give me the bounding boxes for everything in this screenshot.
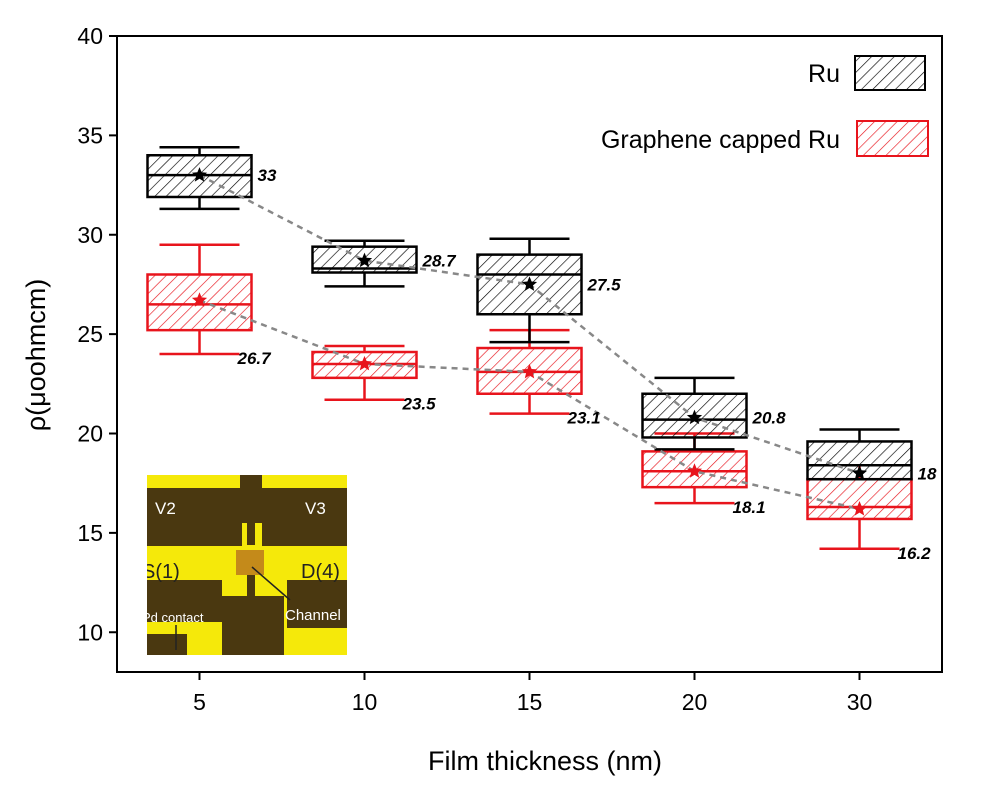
- x-tick-label: 30: [847, 689, 873, 715]
- mean-label: 23.5: [402, 395, 437, 414]
- y-tick-label: 20: [77, 421, 103, 447]
- svg-text:V2: V2: [155, 499, 176, 518]
- svg-text:Channel: Channel: [285, 607, 341, 624]
- y-tick-label: 35: [77, 122, 103, 148]
- box: [311, 344, 418, 401]
- mean-marker: [851, 465, 868, 480]
- mean-marker: [686, 463, 703, 478]
- mean-marker: [686, 409, 703, 425]
- mean-label: 18: [918, 464, 937, 483]
- box: [641, 376, 748, 451]
- inset-device-image: V2 V3 S(1) D(4) Pd contact Channel: [142, 475, 347, 655]
- mean-marker: [191, 167, 208, 182]
- mean-marker: [521, 363, 538, 379]
- y-tick-label: 10: [77, 619, 103, 645]
- svg-text:S(1): S(1): [142, 561, 180, 583]
- x-axis-label: Film thickness (nm): [428, 746, 662, 776]
- mean-label: 20.8: [752, 409, 787, 428]
- mean-marker: [521, 276, 538, 291]
- svg-text:D(4): D(4): [301, 561, 340, 583]
- mean-marker: [356, 355, 373, 371]
- mean-marker: [851, 501, 868, 516]
- legend-label-graphene: Graphene capped Ru: [601, 126, 840, 154]
- legend-label-ru: Ru: [808, 60, 840, 88]
- legend: Ru Graphene capped Ru: [601, 55, 929, 157]
- x-tick-label: 20: [682, 689, 708, 715]
- y-tick-label: 15: [77, 520, 103, 546]
- box-iqr: [806, 477, 913, 521]
- box: [476, 237, 583, 344]
- mean-label: 18.1: [733, 498, 766, 517]
- mean-marker: [191, 292, 208, 307]
- mean-label: 23.1: [567, 409, 601, 428]
- mean-label: 26.7: [237, 349, 273, 368]
- y-tick-label: 30: [77, 222, 103, 248]
- legend-swatch-graphene: [856, 120, 929, 157]
- mean-label: 16.2: [898, 544, 932, 563]
- mean-label: 28.7: [422, 252, 458, 271]
- mean-marker: [356, 252, 373, 268]
- y-tick-label: 40: [77, 23, 103, 49]
- x-tick-label: 10: [352, 689, 378, 715]
- x-tick-label: 15: [517, 689, 543, 715]
- box: [146, 243, 253, 356]
- y-tick-label: 25: [77, 321, 103, 347]
- legend-swatch-ru: [854, 55, 926, 91]
- x-tick-label: 5: [193, 689, 206, 715]
- x-axis: 5 10 15 20 30: [193, 672, 872, 715]
- svg-text:Pd contact: Pd contact: [142, 610, 204, 625]
- mean-label: 33: [258, 166, 277, 185]
- svg-text:V3: V3: [305, 499, 326, 518]
- mean-label: 27.5: [587, 275, 622, 294]
- series-ru: [146, 146, 913, 481]
- y-axis-label: ρ(μοohmcm): [21, 279, 51, 431]
- y-axis: 10 15 20 25 30 35 40: [77, 23, 117, 645]
